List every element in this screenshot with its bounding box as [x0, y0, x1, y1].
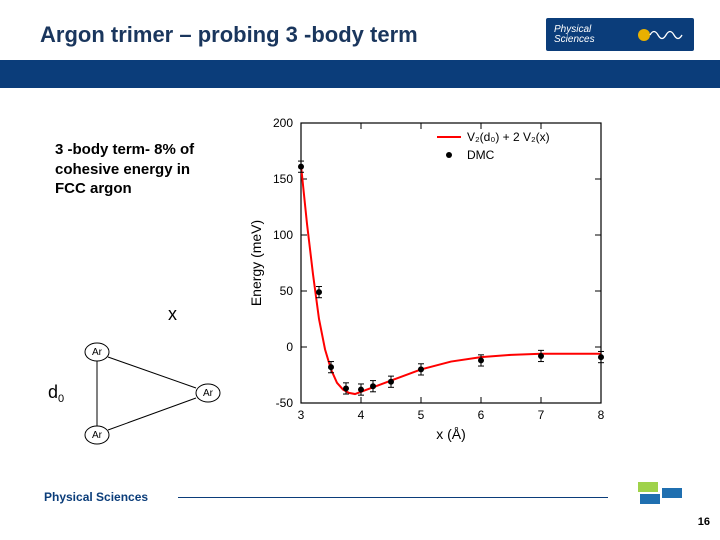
svg-text:5: 5 [418, 408, 425, 422]
slide: Argon trimer – probing 3 -body term Phys… [0, 0, 720, 540]
svg-text:6: 6 [478, 408, 485, 422]
page-number: 16 [698, 516, 710, 528]
brand-wave-icon [636, 26, 686, 44]
brand-badge: Physical Sciences [546, 18, 694, 51]
svg-text:x: x [168, 310, 177, 324]
svg-text:V₂(d₀) + 2 V₂(x): V₂(d₀) + 2 V₂(x) [467, 130, 550, 144]
svg-text:Ar: Ar [92, 430, 103, 441]
svg-text:7: 7 [538, 408, 545, 422]
svg-text:3: 3 [298, 408, 305, 422]
brand-text: Physical Sciences [554, 25, 595, 45]
svg-text:150: 150 [273, 172, 293, 186]
footer-divider [178, 497, 608, 498]
svg-text:0: 0 [286, 340, 293, 354]
energy-chart: 3 4 5 6 7 8 -50 0 50 100 150 200 x (Å) Energy (meV) V₂… [245, 105, 615, 445]
slide-title: Argon trimer – probing 3 -body term [40, 22, 418, 48]
svg-text:Ar: Ar [92, 347, 103, 358]
svg-text:d0: d0 [48, 382, 64, 405]
svg-text:DMC: DMC [467, 148, 495, 162]
svg-text:200: 200 [273, 116, 293, 130]
svg-text:8: 8 [598, 408, 605, 422]
svg-text:4: 4 [358, 408, 365, 422]
svg-text:-50: -50 [276, 396, 294, 410]
title-bar [0, 60, 720, 88]
svg-text:Ar: Ar [203, 388, 214, 399]
body-text: 3 -body term- 8% of cohesive energy in F… [55, 140, 225, 199]
footer-logo-icon [638, 474, 682, 514]
svg-text:Energy (meV): Energy (meV) [248, 220, 264, 306]
trimer-diagram: Ar Ar Ar x d0 [20, 310, 230, 460]
svg-text:100: 100 [273, 228, 293, 242]
svg-text:x (Å): x (Å) [436, 426, 466, 442]
footer-label: Physical Sciences [44, 490, 148, 504]
svg-text:50: 50 [280, 284, 294, 298]
